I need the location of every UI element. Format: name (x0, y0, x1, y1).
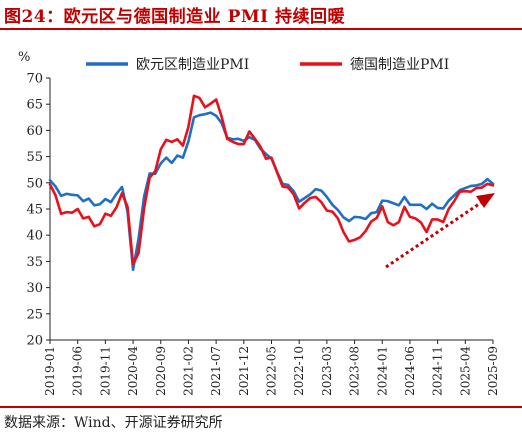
trend-arrow-head (476, 193, 495, 208)
x-tick-label: 2025-09 (486, 346, 500, 396)
y-tick-label: 40 (26, 229, 43, 244)
x-tick-label: 2024-01 (375, 346, 389, 396)
legend-label-germany: 德国制造业PMI (350, 57, 449, 73)
y-tick-label: 50 (26, 176, 43, 191)
x-tick-label: 2019-01 (43, 346, 57, 396)
y-tick-label: 65 (26, 98, 43, 113)
eurozone-pmi-line (48, 111, 495, 272)
series-layer (48, 94, 495, 272)
trend-arrow (385, 193, 495, 269)
y-tick-label: 45 (26, 203, 43, 218)
x-tick-label: 2019-06 (71, 346, 85, 396)
x-tick-label: 2022-05 (265, 346, 279, 396)
x-tick-label: 2021-07 (209, 346, 223, 396)
source-note: 数据来源：Wind、开源证券研究所 (4, 415, 223, 431)
x-tick-label: 2024-11 (431, 346, 445, 396)
x-tick-label: 2024-06 (403, 346, 417, 396)
x-tick-label: 2023-08 (348, 346, 362, 396)
y-tick-label: 60 (26, 124, 43, 139)
x-tick-label: 2021-12 (237, 346, 251, 396)
x-axis: 2019-01 2019-06 2019-11 2020-04 2020-09 2021-… (43, 339, 500, 396)
y-tick-label: 20 (26, 334, 43, 349)
y-axis: 20 25 30 35 40 45 50 55 60 65 70 (26, 72, 51, 349)
legend: 欧元区制造业PMI 德国制造业PMI (86, 57, 449, 73)
x-tick-label: 2020-09 (154, 346, 168, 396)
y-axis-unit-label: % (18, 50, 30, 65)
x-tick-label: 2025-04 (458, 346, 472, 396)
y-tick-label: 55 (26, 150, 43, 165)
y-tick-label: 25 (26, 307, 43, 322)
source-rule (0, 406, 522, 408)
legend-label-eurozone: 欧元区制造业PMI (136, 57, 249, 73)
x-tick-label: 2022-10 (292, 346, 306, 396)
x-tick-label: 2020-04 (126, 346, 140, 396)
y-tick-label: 35 (26, 255, 43, 270)
germany-pmi-line (48, 94, 495, 266)
x-tick-label: 2021-02 (181, 346, 195, 396)
trend-arrow-shaft (385, 200, 483, 269)
figure-title: 图24：欧元区与德国制造业 PMI 持续回暖 (4, 7, 346, 27)
title-rule (0, 28, 522, 30)
y-tick-label: 70 (26, 72, 43, 87)
x-tick-label: 2023-03 (320, 346, 334, 396)
x-tick-label: 2019-11 (98, 346, 112, 396)
y-tick-label: 30 (26, 281, 43, 296)
